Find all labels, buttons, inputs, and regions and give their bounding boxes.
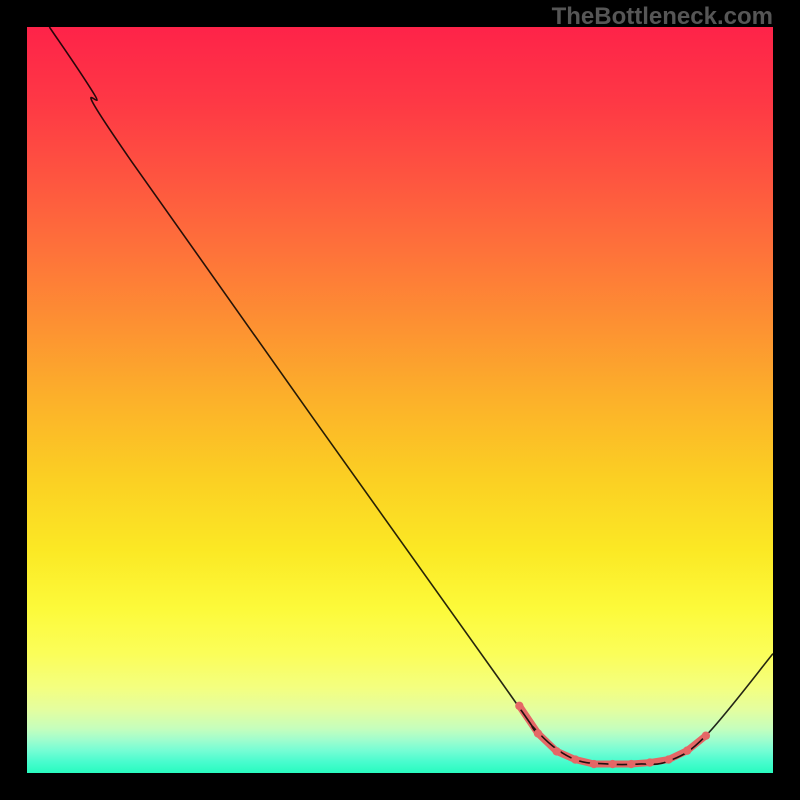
- marker-dot: [534, 729, 542, 737]
- marker-dot: [590, 760, 598, 768]
- watermark-text: TheBottleneck.com: [552, 3, 773, 31]
- marker-dot: [664, 755, 672, 763]
- marker-dot: [552, 747, 560, 755]
- plot-area: [27, 27, 773, 773]
- marker-dot: [627, 760, 635, 768]
- gradient-background: [27, 27, 773, 773]
- marker-dot: [515, 702, 523, 710]
- marker-dot: [608, 760, 616, 768]
- chart-svg: [27, 27, 773, 773]
- marker-dot: [683, 746, 691, 754]
- marker-dot: [571, 755, 579, 763]
- marker-dot: [646, 758, 654, 766]
- marker-dot: [702, 732, 710, 740]
